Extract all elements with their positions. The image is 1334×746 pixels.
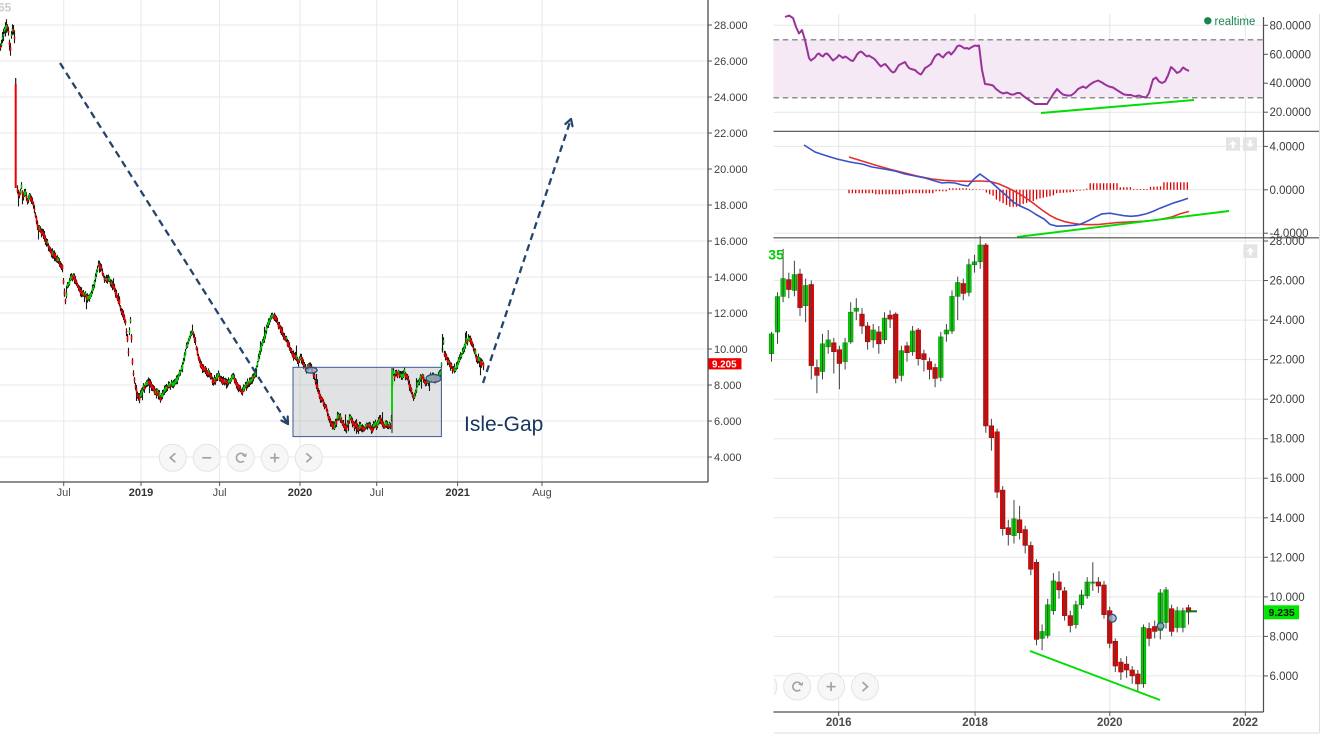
svg-text:26.000: 26.000 bbox=[1270, 276, 1305, 288]
svg-text:40.0000: 40.0000 bbox=[1270, 78, 1312, 90]
svg-text:2016: 2016 bbox=[826, 717, 852, 729]
svg-text:12.000: 12.000 bbox=[714, 308, 748, 320]
svg-text:65: 65 bbox=[0, 1, 12, 15]
svg-text:60.0000: 60.0000 bbox=[1270, 49, 1312, 61]
svg-text:22.000: 22.000 bbox=[1270, 355, 1305, 367]
svg-text:Jul: Jul bbox=[370, 487, 384, 499]
svg-text:Aug: Aug bbox=[532, 487, 552, 499]
svg-text:8.000: 8.000 bbox=[714, 380, 742, 392]
svg-text:-4.0000: -4.0000 bbox=[1270, 228, 1309, 240]
svg-text:2018: 2018 bbox=[962, 717, 988, 729]
svg-text:16.000: 16.000 bbox=[714, 236, 748, 248]
svg-text:22.000: 22.000 bbox=[714, 128, 748, 140]
svg-text:20.000: 20.000 bbox=[1270, 394, 1305, 406]
svg-text:26.000: 26.000 bbox=[714, 56, 748, 68]
svg-text:10.000: 10.000 bbox=[1270, 592, 1305, 604]
svg-text:Jul: Jul bbox=[57, 487, 71, 499]
svg-text:14.000: 14.000 bbox=[714, 272, 748, 284]
svg-text:24.000: 24.000 bbox=[714, 92, 748, 104]
svg-text:16.000: 16.000 bbox=[1270, 473, 1305, 485]
svg-text:0.0000: 0.0000 bbox=[1270, 185, 1305, 197]
svg-text:Isle-Gap: Isle-Gap bbox=[464, 413, 543, 436]
svg-text:12.000: 12.000 bbox=[1270, 552, 1305, 564]
svg-text:20.0000: 20.0000 bbox=[1270, 107, 1312, 119]
svg-text:4.0000: 4.0000 bbox=[1270, 141, 1305, 153]
svg-text:2021: 2021 bbox=[445, 487, 469, 499]
svg-text:18.000: 18.000 bbox=[1270, 434, 1305, 446]
svg-text:2020: 2020 bbox=[1097, 717, 1123, 729]
svg-text:8.000: 8.000 bbox=[1270, 631, 1299, 643]
svg-text:2022: 2022 bbox=[1233, 717, 1259, 729]
svg-text:9.205: 9.205 bbox=[712, 359, 737, 370]
svg-text:Jul: Jul bbox=[213, 487, 227, 499]
svg-text:realtime: realtime bbox=[1215, 16, 1256, 28]
svg-text:28.000: 28.000 bbox=[1270, 236, 1305, 248]
svg-text:14.000: 14.000 bbox=[1270, 513, 1305, 525]
svg-text:20.000: 20.000 bbox=[714, 164, 748, 176]
svg-text:2020: 2020 bbox=[288, 487, 312, 499]
svg-text:6.000: 6.000 bbox=[714, 416, 742, 428]
svg-text:9.235: 9.235 bbox=[1269, 607, 1295, 619]
svg-text:18.000: 18.000 bbox=[714, 200, 748, 212]
svg-text:2019: 2019 bbox=[129, 487, 153, 499]
svg-text:24.000: 24.000 bbox=[1270, 315, 1305, 327]
svg-text:4.000: 4.000 bbox=[714, 452, 742, 464]
svg-text:35: 35 bbox=[768, 247, 784, 263]
svg-text:10.000: 10.000 bbox=[714, 344, 748, 356]
svg-text:6.000: 6.000 bbox=[1270, 671, 1299, 683]
svg-text:28.000: 28.000 bbox=[714, 20, 748, 32]
svg-text:80.0000: 80.0000 bbox=[1270, 20, 1312, 32]
